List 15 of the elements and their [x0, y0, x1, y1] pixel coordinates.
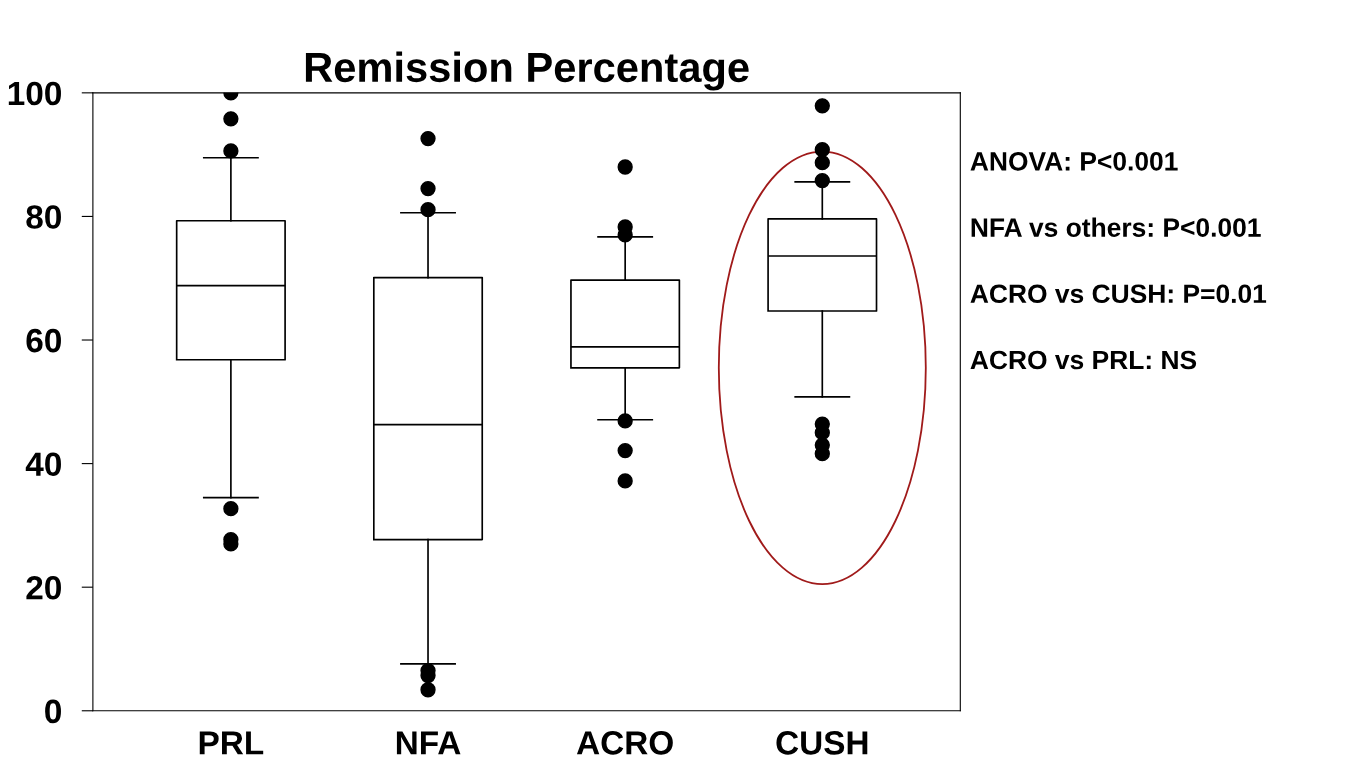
y-tick-label: 40	[25, 452, 61, 477]
y-tick-label: 20	[26, 575, 61, 600]
x-tick-label: PRL	[199, 731, 264, 755]
text: ACRO vs CUSH: P=0.01	[970, 284, 1267, 304]
x-tick-label: CUSH	[776, 731, 868, 755]
text: ACRO vs PRL: NS	[970, 350, 1197, 370]
x-tick-label: ACRO	[576, 731, 673, 755]
x-tick-label: NFA	[396, 731, 461, 755]
y-tick-label: 0	[45, 699, 61, 724]
chart-title: Remission Percentage	[305, 51, 749, 91]
y-tick-label: 100	[8, 81, 61, 106]
y-tick-label: 80	[26, 205, 61, 229]
text: NFA vs others: P<0.001	[971, 217, 1261, 237]
y-tick-label: 60	[26, 328, 61, 353]
text: ANOVA: P<0.001	[970, 152, 1178, 171]
